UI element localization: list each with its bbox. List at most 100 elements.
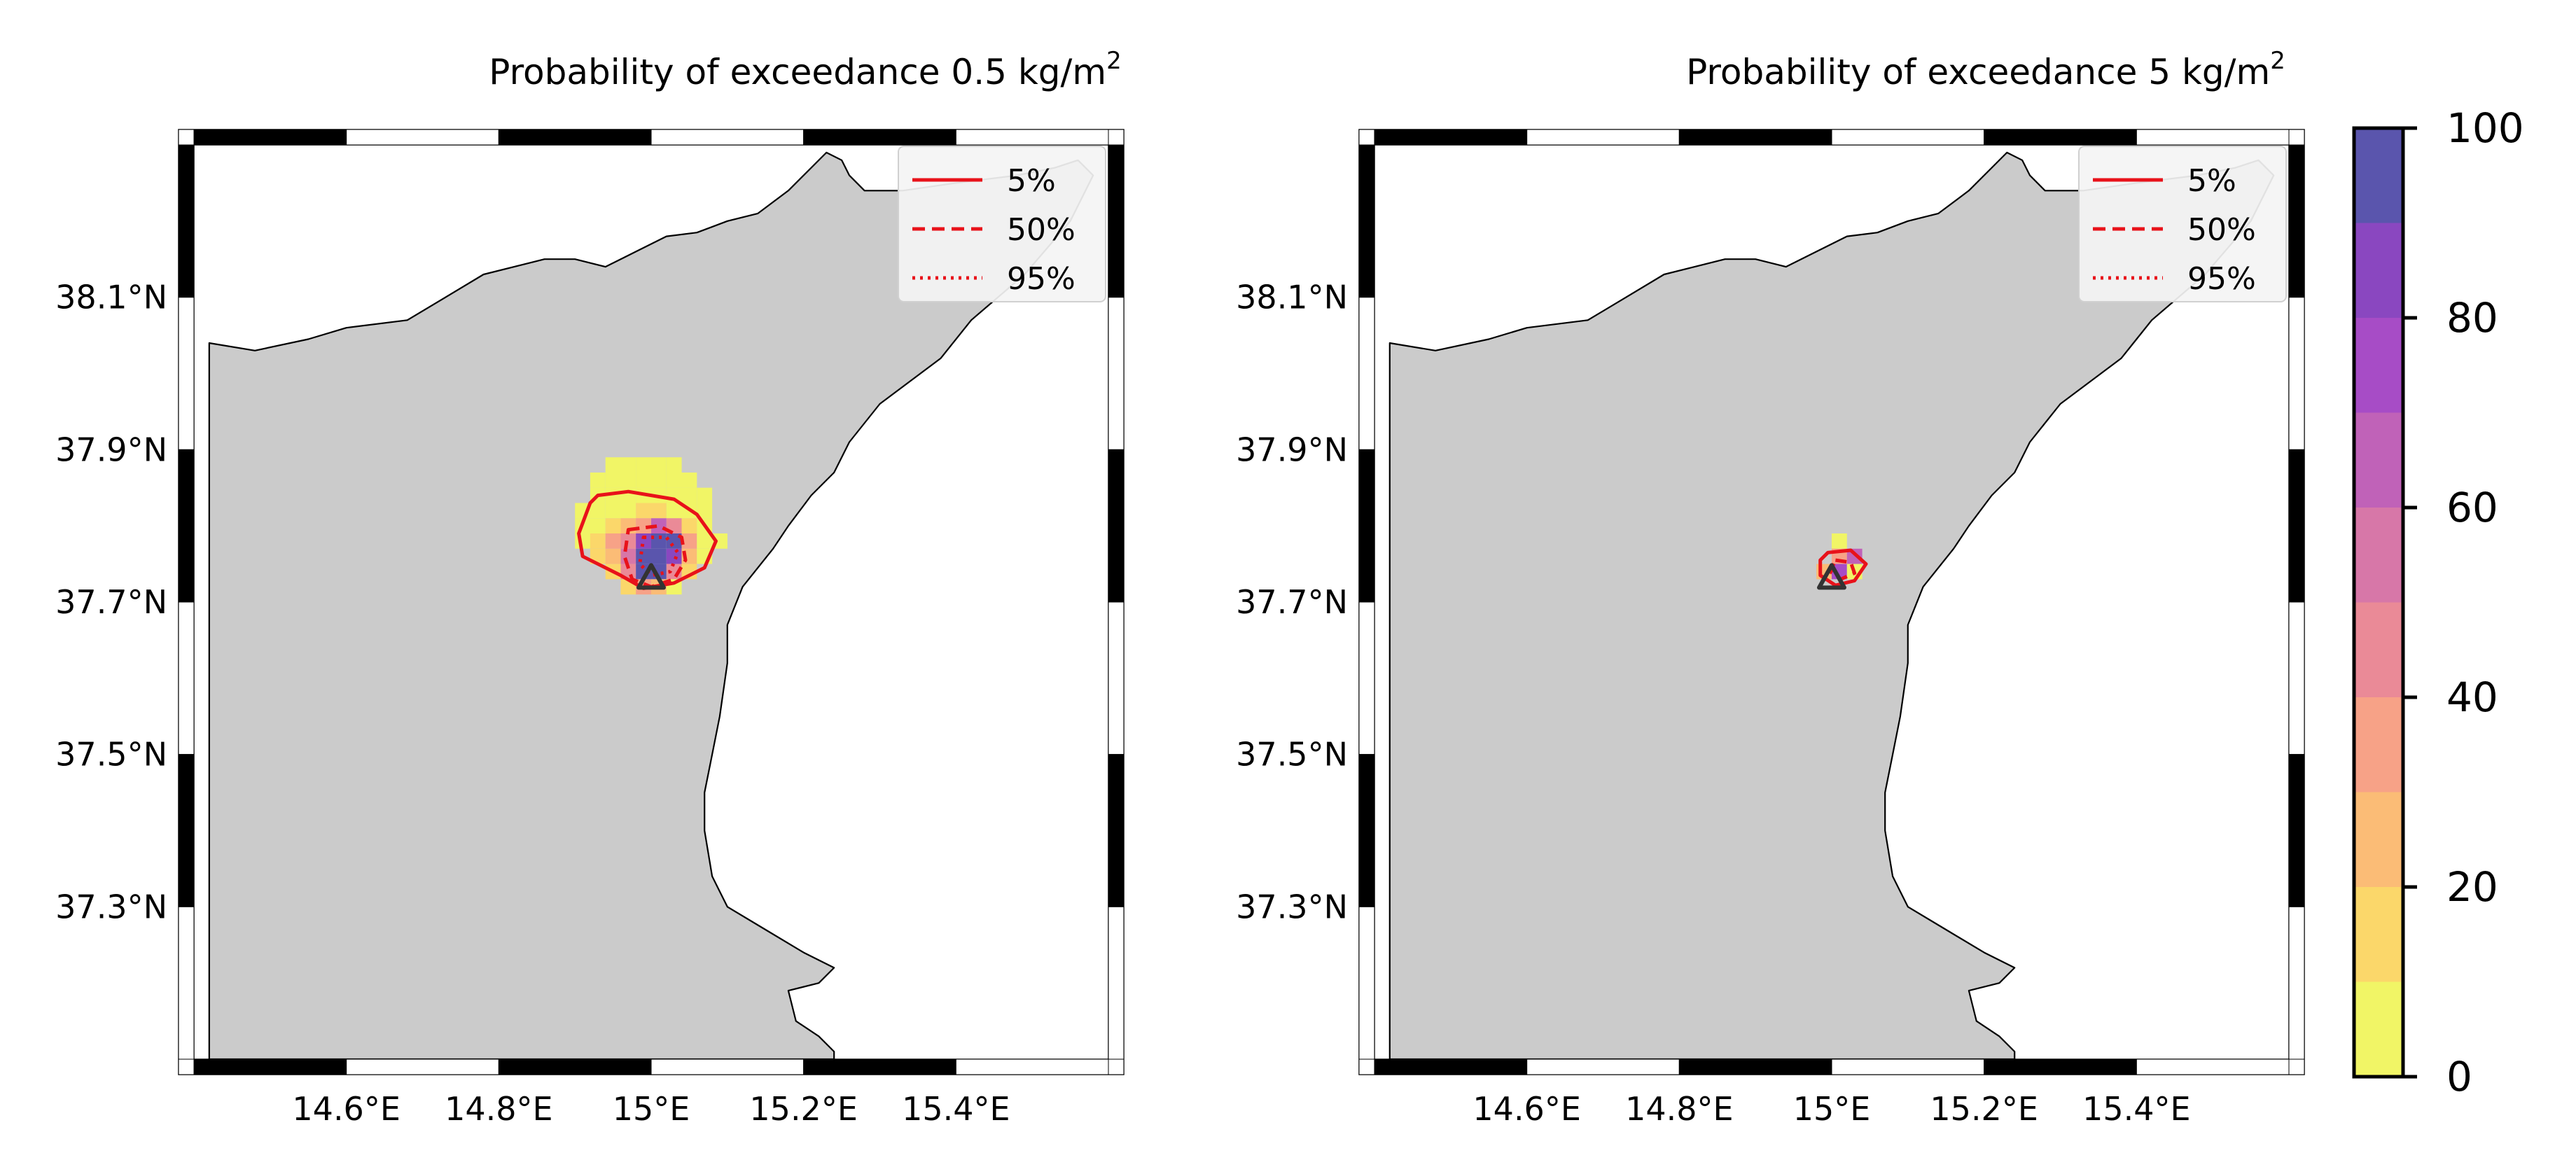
volcano-vent-marker-left	[636, 563, 666, 590]
probability-cell-left-0	[605, 457, 621, 473]
probability-cell-left-44	[651, 533, 667, 549]
probability-cell-left-53	[666, 548, 682, 564]
y-tick-label-right-2: 37.7°N	[1236, 583, 1348, 621]
probability-cell-left-43	[636, 533, 651, 549]
probability-cell-left-2	[636, 457, 651, 473]
y-tick-label-right-0: 38.1°N	[1236, 279, 1348, 316]
probability-cell-left-10	[666, 473, 682, 488]
colorbar-tick-label-3: 60	[2446, 484, 2498, 531]
colorbar-band-8	[2354, 223, 2403, 318]
map-content-left	[208, 151, 1094, 1060]
colorbar-band-5	[2354, 508, 2403, 603]
probability-cell-right-0	[1832, 533, 1847, 549]
panel-title-right: Probability of exceedance 5 kg/m2	[1686, 47, 2285, 92]
colorbar-band-6	[2354, 412, 2403, 508]
legend-label-left-2: 95%	[1007, 261, 1075, 297]
legend-right: 5% 50% 95%	[2078, 146, 2287, 302]
colorbar-band-7	[2354, 318, 2403, 413]
colorbar-band-1	[2354, 887, 2403, 982]
colorbar-outline	[2352, 126, 2405, 1079]
probability-cell-left-1	[620, 457, 636, 473]
colorbar-tick-label-4: 80	[2446, 294, 2498, 342]
probability-cell-left-4	[666, 457, 682, 473]
x-tick-label-left-3: 15.2°E	[749, 1090, 858, 1128]
x-tick-label-left-4: 15.4°E	[902, 1090, 1010, 1128]
probability-cell-left-6	[605, 473, 621, 488]
contour-p50-left	[622, 524, 688, 589]
legend-label-left-0: 5%	[1007, 163, 1056, 199]
probability-cell-left-46	[681, 533, 697, 549]
probability-cell-left-24	[636, 503, 651, 519]
probability-cell-left-18	[681, 487, 697, 503]
y-tick-label-left-0: 38.1°N	[55, 279, 167, 316]
contour-p5-right	[1818, 548, 1868, 587]
x-tick-label-right-3: 15.2°E	[1930, 1090, 2038, 1128]
legend-left: 5% 50% 95%	[898, 146, 1106, 302]
probability-cell-left-28	[697, 503, 713, 519]
x-tick-label-left-0: 14.6°E	[292, 1090, 401, 1128]
probability-cell-left-51	[636, 548, 651, 564]
probability-cell-left-23	[620, 503, 636, 519]
y-tick-label-left-2: 37.7°N	[55, 583, 167, 621]
probability-cell-left-49	[605, 548, 621, 564]
y-tick-label-right-4: 37.3°N	[1236, 888, 1348, 925]
x-tick-label-right-4: 15.4°E	[2082, 1090, 2191, 1128]
probability-cell-left-50	[620, 548, 636, 564]
probability-cell-left-5	[590, 473, 606, 488]
y-tick-label-right-1: 37.9°N	[1236, 431, 1348, 468]
map-panel-right: Probability of exceedance 5 kg/m2 14.6°E…	[1236, 47, 2305, 1128]
probability-cell-left-21	[590, 503, 606, 519]
x-tick-label-right-0: 14.6°E	[1473, 1090, 1581, 1128]
y-tick-label-left-1: 37.9°N	[55, 431, 167, 468]
panel-title-left-text: Probability of exceedance 0.5 kg/m	[489, 52, 1106, 92]
probability-cell-left-22	[605, 503, 621, 519]
x-tick-label-right-1: 14.8°E	[1625, 1090, 1734, 1128]
x-tick-label-right-2: 15°E	[1793, 1090, 1871, 1128]
panel-title-left-sup: 2	[1106, 47, 1122, 75]
panel-title-right-text: Probability of exceedance 5 kg/m	[1686, 52, 2270, 92]
probability-cell-left-52	[651, 548, 667, 564]
colorbar-band-0	[2354, 981, 2403, 1077]
probability-cell-left-30	[590, 518, 606, 534]
map-frame-left	[178, 129, 1125, 1075]
y-tick-label-left-4: 37.3°N	[55, 888, 167, 925]
colorbar-band-3	[2354, 697, 2403, 792]
probability-cell-left-3	[651, 457, 667, 473]
colorbar-tick-label-1: 20	[2446, 863, 2498, 911]
probability-cell-left-19	[697, 487, 713, 503]
probability-cell-left-31	[605, 518, 621, 534]
colorbar-tick-label-0: 0	[2446, 1053, 2472, 1100]
panel-title-left: Probability of exceedance 0.5 kg/m2	[489, 47, 1121, 92]
contour-p95-left	[638, 536, 680, 578]
colorbar: 0 20 40 60 80 100	[2352, 104, 2524, 1100]
probability-cell-left-11	[681, 473, 697, 488]
legend-label-right-1: 50%	[2187, 212, 2256, 248]
colorbar-band-4	[2354, 602, 2403, 697]
legend-label-right-0: 5%	[2187, 163, 2236, 199]
map-frame-right	[1358, 129, 2305, 1075]
x-tick-label-left-1: 14.8°E	[445, 1090, 553, 1128]
probability-cell-left-40	[590, 533, 606, 549]
contour-p5-left	[577, 489, 718, 590]
probability-cell-left-9	[651, 473, 667, 488]
probability-cell-left-7	[620, 473, 636, 488]
colorbar-band-9	[2354, 128, 2403, 223]
map-panel-left: Probability of exceedance 0.5 kg/m2 14.6…	[55, 47, 1125, 1128]
probability-cell-left-36	[681, 518, 697, 534]
probability-cell-left-8	[636, 473, 651, 488]
x-tick-label-left-2: 15°E	[613, 1090, 690, 1128]
y-tick-label-left-3: 37.5°N	[55, 736, 167, 774]
probability-cell-left-47	[697, 533, 713, 549]
y-tick-label-right-3: 37.5°N	[1236, 736, 1348, 774]
legend-label-right-2: 95%	[2187, 261, 2256, 297]
probability-cell-left-41	[605, 533, 621, 549]
legend-label-left-1: 50%	[1007, 212, 1075, 248]
volcano-vent-marker-right	[1817, 563, 1846, 590]
probability-cell-left-25	[651, 503, 667, 519]
colorbar-tick-label-5: 100	[2446, 104, 2524, 152]
colorbar-band-2	[2354, 792, 2403, 887]
probability-cell-left-26	[666, 503, 682, 519]
panel-title-right-sup: 2	[2270, 47, 2285, 75]
colorbar-tick-label-2: 40	[2446, 673, 2498, 721]
